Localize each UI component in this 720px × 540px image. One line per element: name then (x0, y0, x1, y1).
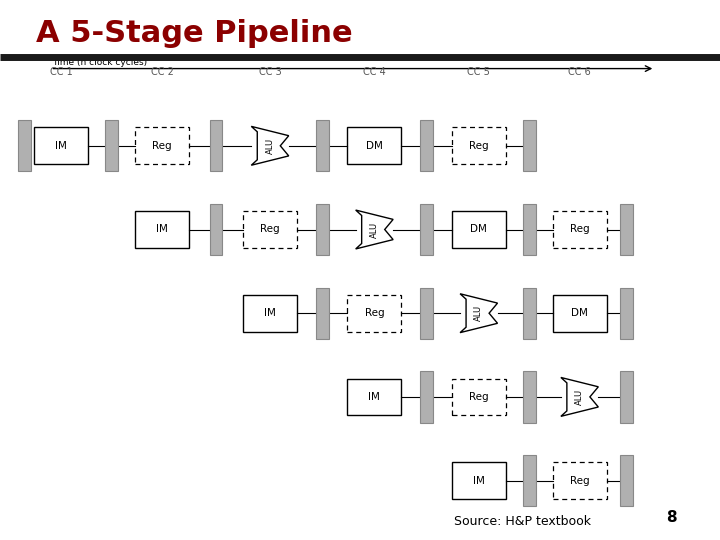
Polygon shape (356, 210, 393, 249)
Bar (523, 455, 536, 507)
Polygon shape (460, 294, 498, 333)
Text: ALU: ALU (474, 305, 483, 321)
Text: Reg: Reg (469, 392, 489, 402)
Text: CC 1: CC 1 (50, 66, 73, 77)
Bar (523, 120, 536, 172)
Bar (348, 379, 402, 415)
Polygon shape (561, 377, 598, 416)
Bar (553, 295, 606, 332)
Bar (316, 287, 329, 339)
Bar (316, 204, 329, 255)
Text: IM: IM (369, 392, 380, 402)
Text: Time (n clock cycles): Time (n clock cycles) (52, 58, 147, 67)
Bar (620, 455, 633, 507)
Bar (348, 295, 402, 332)
Bar (452, 211, 506, 248)
Text: IM: IM (156, 225, 168, 234)
Bar (210, 204, 222, 255)
Text: IM: IM (473, 476, 485, 485)
Text: Reg: Reg (570, 225, 590, 234)
Bar (135, 127, 189, 164)
Text: 8: 8 (666, 510, 677, 525)
Text: ALU: ALU (575, 389, 584, 405)
Text: Reg: Reg (260, 225, 280, 234)
Text: A 5-Stage Pipeline: A 5-Stage Pipeline (36, 19, 353, 48)
Polygon shape (251, 126, 289, 165)
Bar (553, 462, 606, 499)
Bar (420, 372, 433, 422)
Text: CC 2: CC 2 (150, 66, 174, 77)
Text: DM: DM (366, 141, 383, 151)
Bar (620, 287, 633, 339)
Text: Reg: Reg (469, 141, 489, 151)
Bar (243, 295, 297, 332)
Text: Reg: Reg (364, 308, 384, 318)
Bar (620, 204, 633, 255)
Bar (620, 372, 633, 422)
Text: CC 4: CC 4 (363, 66, 386, 77)
Bar (316, 120, 329, 172)
Bar (135, 211, 189, 248)
Text: DM: DM (571, 308, 588, 318)
Bar (452, 379, 506, 415)
Text: IM: IM (264, 308, 276, 318)
Text: CC 6: CC 6 (568, 66, 591, 77)
Bar (420, 204, 433, 255)
Text: CC 5: CC 5 (467, 66, 490, 77)
Bar (523, 204, 536, 255)
Bar (18, 120, 31, 172)
Bar (105, 120, 118, 172)
Text: Source: H&P textbook: Source: H&P textbook (454, 515, 590, 528)
Text: ALU: ALU (370, 221, 379, 238)
Bar (523, 287, 536, 339)
Bar (243, 211, 297, 248)
Text: DM: DM (470, 225, 487, 234)
Bar (553, 211, 606, 248)
Text: Reg: Reg (570, 476, 590, 485)
Bar (420, 120, 433, 172)
Bar (452, 462, 506, 499)
Bar (210, 120, 222, 172)
Bar (452, 127, 506, 164)
Bar (348, 127, 402, 164)
Text: IM: IM (55, 141, 67, 151)
Bar (523, 372, 536, 422)
Bar (420, 287, 433, 339)
Bar (35, 127, 88, 164)
Text: ALU: ALU (266, 138, 274, 154)
Text: CC 3: CC 3 (258, 66, 282, 77)
Text: Reg: Reg (152, 141, 172, 151)
